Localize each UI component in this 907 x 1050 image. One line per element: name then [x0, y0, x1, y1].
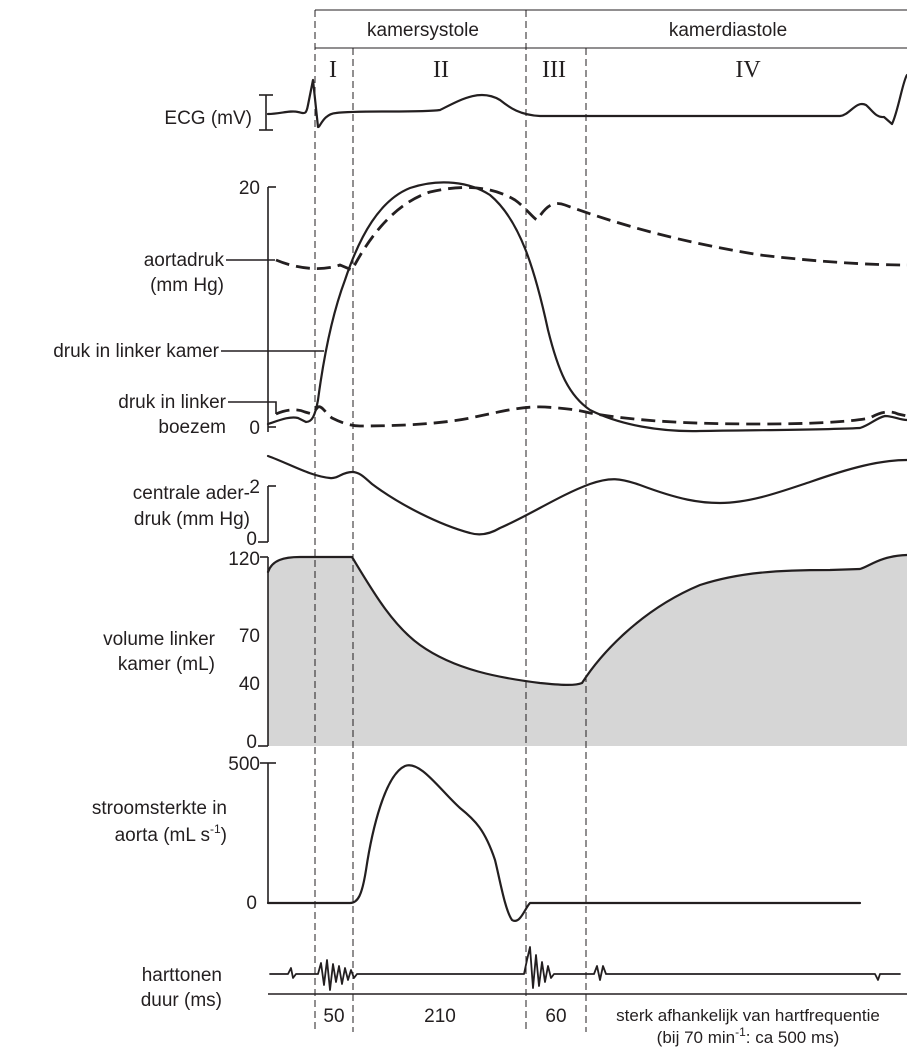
- aorta-pressure-unit: (mm Hg): [150, 275, 224, 296]
- heart-sounds-label: harttonen: [142, 965, 222, 986]
- heart-sounds-panel: harttonen duur (ms): [141, 946, 907, 1011]
- systole-label: kamersystole: [367, 20, 479, 41]
- phase-ii-label: II: [433, 57, 449, 83]
- central-tick-0: 0: [246, 529, 257, 550]
- duration-phase-iv-example: (bij 70 min-1: ca 500 ms): [657, 1025, 840, 1047]
- volume-tick-40: 40: [239, 674, 260, 695]
- central-venous-curve: [266, 454, 907, 536]
- pressure-tick-0: 0: [249, 418, 260, 439]
- volume-panel: 120 70 40 0 volume linker kamer (mL): [103, 549, 907, 753]
- phase-header: kamersystole kamerdiastole I II III IV: [315, 9, 907, 83]
- flow-unit: aorta (mL s-1): [115, 822, 227, 846]
- duration-phase-iv-note: sterk afhankelijk van hartfrequentie: [616, 1006, 880, 1025]
- flow-curve: [266, 764, 862, 922]
- duration-label: duur (ms): [141, 990, 222, 1011]
- central-tick-2: 2: [249, 477, 260, 498]
- aorta-pressure-label: aortadruk: [144, 250, 225, 271]
- phase-iv-label: IV: [735, 57, 761, 83]
- diastole-label: kamerdiastole: [669, 20, 787, 41]
- volume-tick-0: 0: [246, 732, 257, 753]
- volume-curve: [266, 553, 907, 686]
- flow-panel: 500 0 stroomsterkte in aorta (mL s-1): [92, 754, 862, 922]
- volume-label: volume linker: [103, 629, 216, 650]
- pressure-panel: 20 0 aortadruk (mm Hg) druk in linker ka…: [53, 178, 907, 439]
- phase-iii-label: III: [542, 57, 566, 83]
- ecg-panel: ECG (mV): [164, 73, 907, 131]
- phase-i-label: I: [329, 57, 337, 83]
- volume-tick-70: 70: [239, 626, 260, 647]
- central-venous-panel: 2 0 centrale ader- druk (mm Hg): [133, 454, 907, 550]
- ventricle-pressure-label: druk in linker kamer: [53, 341, 219, 362]
- volume-unit: kamer (mL): [118, 654, 215, 675]
- phase-dividers: [314, 10, 587, 1032]
- atrium-pressure-label: druk in linker: [118, 392, 226, 413]
- volume-area: [268, 555, 907, 746]
- duration-phase-i: 50: [323, 1006, 344, 1027]
- pressure-tick-20: 20: [239, 178, 260, 199]
- flow-label: stroomsterkte in: [92, 798, 227, 819]
- heart-sounds-curve: [269, 946, 901, 991]
- flow-tick-0: 0: [246, 893, 257, 914]
- ventricle-pressure-curve: [266, 181, 907, 433]
- volume-tick-120: 120: [228, 549, 260, 570]
- durations-row: 50 210 60 sterk afhankelijk van hartfreq…: [323, 1006, 879, 1047]
- central-venous-label: centrale ader-: [133, 483, 250, 504]
- aorta-pressure-curve: [275, 186, 907, 272]
- duration-phase-iii: 60: [545, 1006, 566, 1027]
- duration-phase-ii: 210: [424, 1006, 456, 1027]
- atrium-pressure-curve: [275, 405, 907, 428]
- flow-tick-500: 500: [228, 754, 260, 775]
- atrium-pressure-unit: boezem: [158, 417, 226, 438]
- ecg-curve: [266, 73, 907, 129]
- central-venous-unit: druk (mm Hg): [134, 509, 250, 530]
- ecg-label: ECG (mV): [164, 108, 252, 129]
